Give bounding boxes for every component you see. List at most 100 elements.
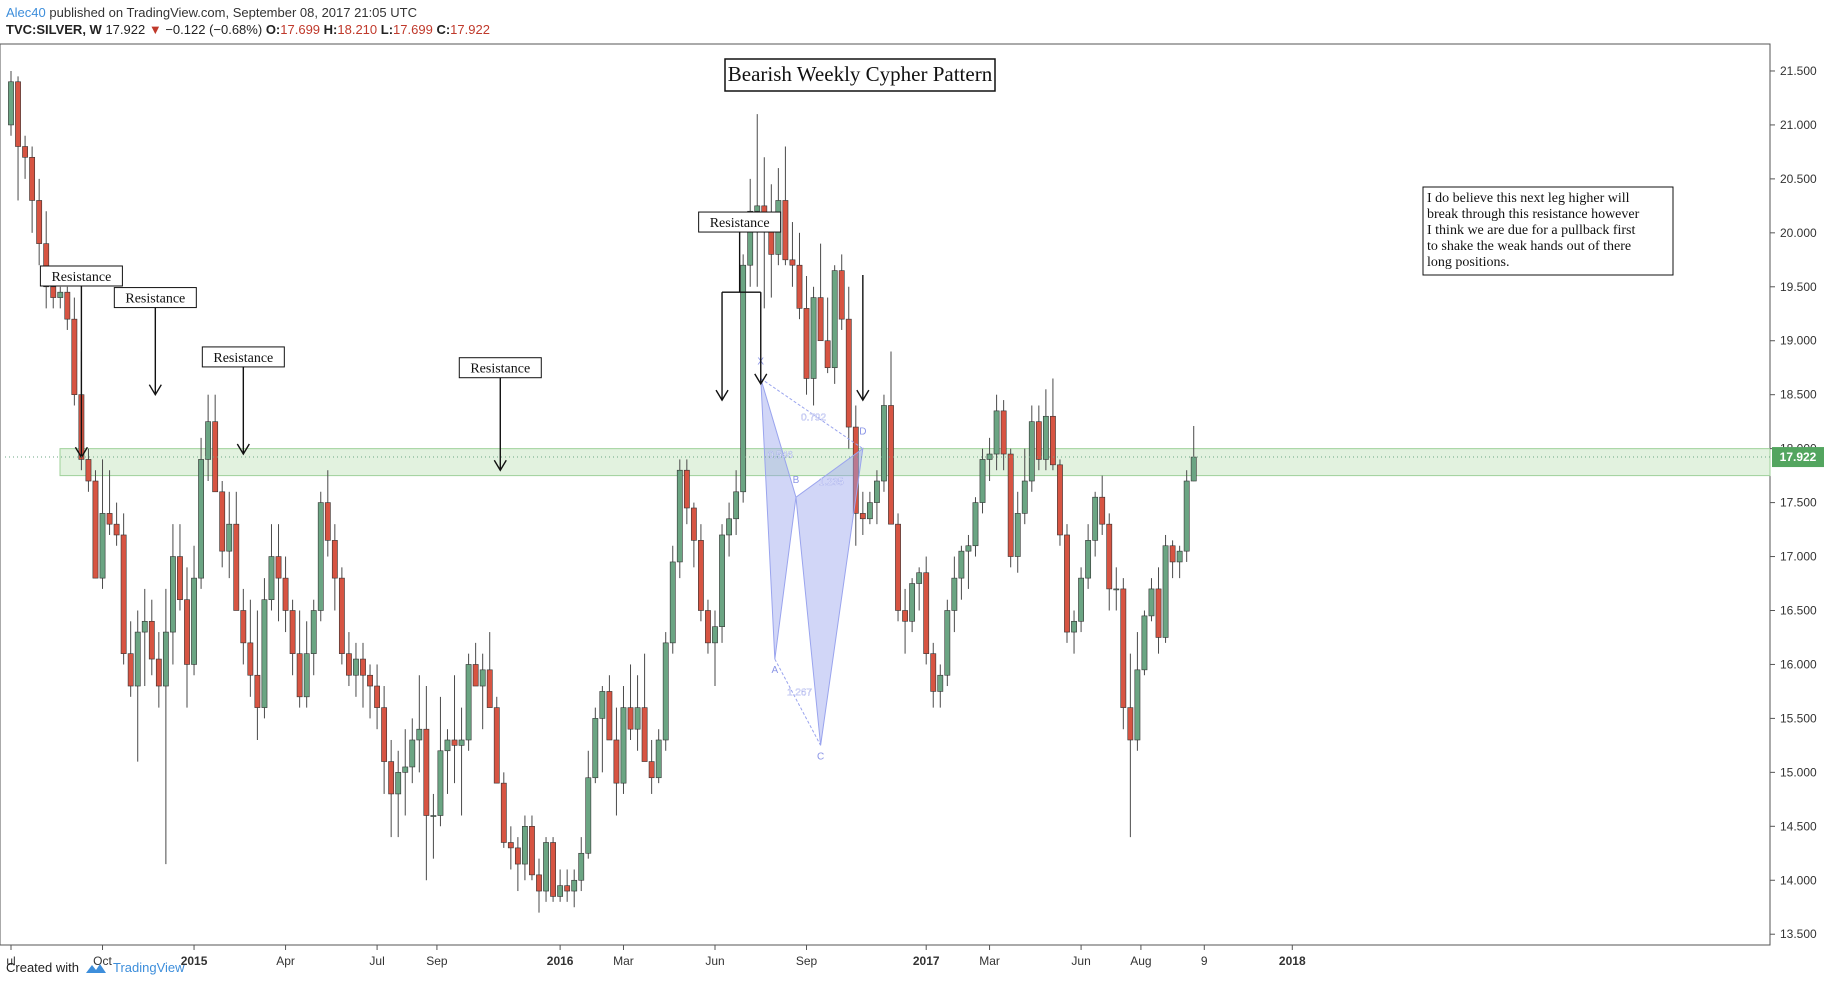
candle-body	[367, 674, 373, 687]
candle-body	[944, 610, 951, 676]
candle-body	[120, 534, 127, 654]
y-tick-label: 15.500	[1780, 711, 1817, 725]
candle-body	[106, 513, 113, 525]
x-tick-label: 2015	[181, 954, 208, 968]
candle-body	[1085, 540, 1092, 579]
candle-body	[254, 674, 261, 708]
candle-body	[564, 885, 571, 892]
candle-body	[50, 286, 57, 298]
y-tick-label: 15.000	[1780, 765, 1817, 779]
last-price-badge	[1772, 447, 1824, 468]
candle-body	[141, 620, 148, 633]
candle-body	[1113, 588, 1120, 591]
candle-body	[979, 459, 986, 503]
candle-body	[578, 852, 585, 881]
y-tick-label: 19.000	[1780, 334, 1817, 348]
candle-body	[1169, 545, 1176, 563]
candle-body	[789, 259, 796, 266]
y-tick-label: 21.000	[1780, 118, 1817, 132]
candle-body	[430, 815, 437, 817]
candle-body	[437, 750, 444, 816]
candle-body	[1092, 496, 1099, 541]
y-tick-label: 16.000	[1780, 657, 1817, 671]
pattern-triangle-bcd	[795, 447, 864, 746]
candle-body	[57, 291, 64, 298]
x-tick-label: 2017	[913, 954, 940, 968]
candle-body	[1021, 480, 1028, 514]
resistance-label-box	[458, 357, 542, 379]
candle-body	[1000, 410, 1007, 455]
candle-body	[353, 658, 359, 676]
candle-body	[479, 669, 486, 687]
candle-body	[240, 610, 247, 644]
tradingview-link[interactable]: TradingView	[112, 960, 185, 975]
resistance-label: Resistance	[470, 362, 530, 377]
last-price-label: 17.922	[1780, 450, 1817, 464]
low-value: 17.699	[393, 22, 433, 37]
note-arrow-head	[856, 389, 870, 402]
candle-body	[360, 658, 366, 676]
candle-body	[198, 459, 204, 579]
created-with-text: Created with	[6, 960, 79, 975]
close-value: 17.922	[450, 22, 490, 37]
candle-body	[43, 243, 50, 288]
candle-body	[1050, 415, 1056, 466]
candle-body	[662, 642, 669, 741]
x-tick-label: Jun	[705, 954, 724, 968]
candle-body	[233, 523, 240, 611]
candle-body	[155, 658, 162, 687]
candle-body	[1176, 550, 1183, 563]
candle-body	[458, 739, 465, 746]
candle-body	[1155, 588, 1162, 638]
down-arrow-icon: ▼	[148, 22, 162, 37]
candle-body	[881, 405, 887, 482]
author-link[interactable]: Alec40	[6, 5, 46, 20]
candle-body	[613, 739, 620, 784]
bracket-arrow-left-head	[715, 389, 729, 402]
note-line: to shake the weak hands out of there	[1427, 239, 1631, 254]
candle-body	[838, 270, 845, 320]
resistance-label: Resistance	[125, 292, 185, 307]
candle-body	[895, 523, 901, 611]
x-tick-label: Oct	[93, 954, 112, 968]
candle-body	[550, 842, 556, 897]
candle-body	[754, 205, 761, 212]
candle-body	[191, 577, 197, 665]
candle-body	[1106, 523, 1113, 590]
candle-body	[803, 308, 810, 379]
x-tick-label: Jun	[1071, 954, 1090, 968]
x-tick-label: Sep	[426, 954, 448, 968]
x-tick-label: ul	[6, 954, 15, 968]
x-tick-label: Jul	[369, 954, 384, 968]
candle-body	[1042, 415, 1049, 460]
resistance-arrow-head	[148, 384, 162, 397]
candle-body	[1099, 496, 1106, 525]
candle-body	[592, 718, 599, 779]
candle-body	[641, 707, 648, 762]
price-change: −0.122 (−0.68%)	[165, 22, 263, 37]
candle-body	[324, 502, 331, 541]
tradingview-logo-icon	[85, 963, 106, 973]
candle-body	[972, 502, 979, 547]
note-line: long positions.	[1427, 255, 1509, 270]
candle-body	[444, 739, 451, 752]
plot-area	[0, 43, 1771, 946]
resistance-label: Resistance	[710, 216, 770, 231]
candle-body	[845, 318, 852, 428]
candle-body	[247, 642, 254, 676]
candle-body	[219, 491, 226, 552]
candle-body	[472, 664, 479, 687]
candle-body	[134, 631, 141, 687]
resistance-label: Resistance	[51, 270, 111, 285]
candle-body	[747, 210, 754, 266]
candle-body	[782, 200, 789, 261]
low-label: L:	[380, 22, 394, 37]
pattern-ratio-label: 1.235	[819, 477, 844, 488]
candle-body	[712, 626, 718, 644]
candle-body	[698, 540, 704, 611]
candle-body	[740, 264, 747, 493]
candle-body	[1190, 456, 1197, 482]
candle-body	[1071, 620, 1077, 633]
candle-body	[310, 610, 317, 654]
